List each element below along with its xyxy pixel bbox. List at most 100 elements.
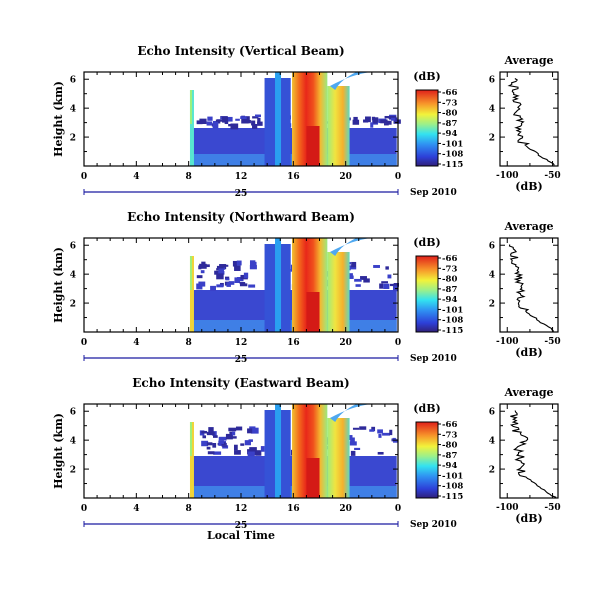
echo-speckle: [380, 119, 388, 124]
echo-speckle: [393, 117, 398, 123]
colorbar-tick-label: -87: [442, 285, 457, 295]
x-tick-label: 0: [395, 338, 401, 348]
colorbar: [415, 255, 439, 333]
y-tick-label: 6: [70, 242, 76, 252]
average-profile-line: [509, 410, 557, 498]
echo-speckle: [377, 429, 383, 434]
echo-speckle: [201, 440, 209, 447]
echo-speckle: [235, 426, 243, 431]
echo-speckle: [216, 273, 224, 280]
average-x-tick-label: -50: [544, 503, 560, 513]
x-tick-label: 0: [81, 504, 87, 514]
echo-speckle: [370, 122, 374, 128]
x-tick-label: 12: [235, 504, 248, 514]
echo-speckle: [391, 117, 396, 121]
echo-speckle: [229, 431, 233, 434]
echo-speckle: [221, 264, 229, 267]
average-x-tick-label: -100: [496, 171, 519, 181]
echo-speckle: [355, 284, 361, 287]
echo-speckle: [353, 116, 358, 122]
echo-speckle: [207, 116, 213, 121]
echo-speckle: [383, 123, 389, 126]
echo-speckle: [222, 445, 229, 449]
x-tick-label: 12: [235, 172, 248, 182]
date-suffix: Sep 2010: [410, 188, 457, 198]
column-8h-top: [189, 422, 192, 456]
colorbar-tick-label: -115: [442, 492, 463, 502]
average-title: Average: [503, 386, 553, 399]
x-tick-label: 0: [81, 338, 87, 348]
colorbar-tick-label: -94: [442, 461, 457, 471]
echo-speckle: [226, 116, 233, 122]
echo-speckle: [218, 266, 224, 273]
echo-speckle: [346, 435, 353, 441]
echo-speckle: [388, 116, 397, 119]
date-suffix: Sep 2010: [410, 354, 457, 364]
x-tick-label: 8: [186, 172, 192, 182]
echo-speckle: [392, 437, 396, 441]
x-axis-label: Local Time: [207, 529, 275, 542]
average-y-tick-label: 2: [489, 134, 495, 144]
echo-speckle: [257, 121, 263, 126]
echo-speckle: [365, 116, 371, 123]
x-tick-label: 0: [395, 504, 401, 514]
echo-speckle: [351, 261, 357, 268]
echo-speckle: [253, 450, 261, 456]
echo-speckle: [251, 120, 256, 126]
date-day: 25: [235, 521, 248, 531]
colorbar-tick-label: -101: [442, 471, 463, 481]
echo-speckle: [224, 276, 230, 280]
upper-plume: [329, 72, 372, 90]
average-x-label: (dB): [515, 346, 542, 359]
x-tick-label: 20: [339, 504, 352, 514]
colorbar: [415, 89, 439, 167]
echo-speckle: [373, 265, 380, 268]
echo-speckle: [239, 283, 248, 287]
storm-trail: [327, 418, 350, 498]
echo-speckle: [224, 120, 229, 125]
echo-speckle: [389, 283, 398, 287]
average-frame: [499, 403, 559, 499]
average-x-tick-label: -50: [544, 337, 560, 347]
echo-speckle: [393, 439, 398, 443]
colorbar-tick-label: -108: [442, 150, 463, 160]
colorbar-tick-label: -115: [442, 326, 463, 336]
panel-1: Echo Intensity (Vertical Beam) 0 4 8 12 16 20 0…: [52, 44, 561, 199]
echo-speckle: [389, 429, 393, 436]
echo-speckle: [196, 275, 203, 279]
x-tick-label: 4: [133, 172, 139, 182]
average-profile-line: [508, 244, 555, 332]
echo-speckle: [228, 427, 237, 432]
colorbar-tick-label: -73: [442, 430, 457, 440]
echo-speckle: [216, 265, 224, 269]
echo-speckle: [201, 119, 207, 124]
date-suffix: Sep 2010: [410, 520, 457, 530]
echo-speckle: [257, 117, 261, 123]
echo-speckle: [360, 276, 367, 280]
heatmap-image: [189, 238, 399, 332]
average-title: Average: [503, 220, 553, 233]
echo-speckle: [349, 441, 357, 446]
average-x-tick-label: -100: [496, 503, 519, 513]
echo-speckle: [240, 116, 247, 120]
echo-speckle: [234, 265, 241, 271]
echo-speckle: [226, 282, 231, 287]
echo-speckle: [260, 446, 265, 452]
echo-speckle: [214, 270, 219, 275]
echo-speckle: [241, 117, 249, 124]
average-y-tick-label: 6: [489, 242, 495, 252]
storm-max: [306, 458, 320, 498]
echo-speckle: [216, 284, 224, 288]
column-8h: [189, 256, 194, 332]
echo-speckle: [384, 115, 390, 119]
echo-speckle: [225, 278, 230, 281]
echo-speckle: [212, 442, 217, 448]
storm-edge: [275, 238, 282, 332]
colorbar-unit: (dB): [413, 402, 440, 415]
x-tick-label: 4: [133, 338, 139, 348]
average-title: Average: [503, 54, 553, 67]
echo-speckle: [208, 427, 214, 433]
echo-speckle: [347, 275, 354, 279]
echo-speckle: [215, 119, 223, 122]
echo-speckle: [218, 440, 224, 445]
